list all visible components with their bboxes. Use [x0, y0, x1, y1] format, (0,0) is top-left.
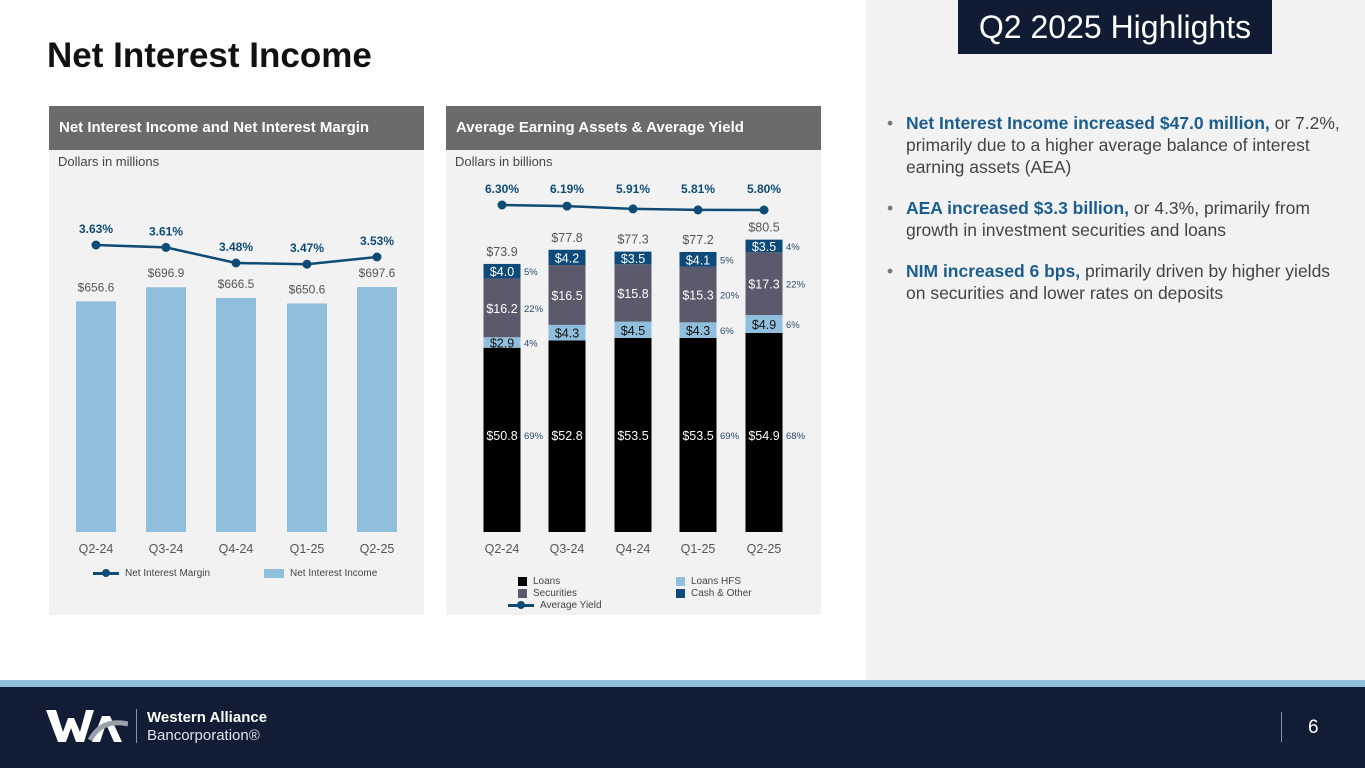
highlight-text: or 7.2%, primarily due to a higher avera… [906, 113, 1340, 177]
logo-divider [136, 709, 137, 743]
highlight-item: AEA increased $3.3 billion, or 4.3%, pri… [887, 197, 1348, 241]
legend-cash: Cash & Other [676, 588, 752, 599]
legend-securities: Securities [518, 588, 577, 599]
footer-stripe [0, 680, 1365, 687]
highlight-item: NIM increased 6 bps, primarily driven by… [887, 260, 1348, 304]
highlights-badge: Q2 2025 Highlights [958, 0, 1272, 54]
nii-panel: Net Interest Income and Net Interest Mar… [49, 106, 424, 615]
page-divider [1281, 712, 1282, 742]
nii-units: Dollars in millions [58, 154, 160, 169]
aea-units: Dollars in billions [455, 154, 553, 169]
swatch-icon [518, 577, 527, 586]
legend-label: Net Interest Margin [125, 568, 211, 579]
aea-panel-header: Average Earning Assets & Average Yield [446, 106, 821, 150]
legend-label: Average Yield [540, 600, 602, 611]
page-title: Net Interest Income [47, 36, 372, 75]
swatch-icon [676, 577, 685, 586]
page-number: 6 [1308, 717, 1319, 738]
highlights-background [866, 0, 1365, 686]
swatch-icon [676, 589, 685, 598]
legend-nii: Net Interest Income [264, 568, 377, 579]
highlight-bold: Net Interest Income increased $47.0 mill… [906, 113, 1270, 133]
brand-suffix: Bancorporation® [147, 727, 260, 744]
legend-label: Cash & Other [691, 588, 752, 599]
line-marker-icon [508, 601, 534, 609]
brand-name: Western Alliance [147, 709, 268, 726]
highlight-text: or 4.3%, primarily from growth in invest… [906, 198, 1310, 240]
highlights-list: Net Interest Income increased $47.0 mill… [887, 112, 1348, 323]
legend-loans-hfs: Loans HFS [676, 576, 741, 587]
legend-label: Loans HFS [691, 576, 742, 587]
legend-label: Securities [533, 588, 577, 599]
highlight-text: primarily driven by higher yields on sec… [906, 261, 1331, 303]
legend-label: Net Interest Income [290, 568, 378, 579]
footer [0, 687, 1365, 768]
swatch-icon [264, 569, 284, 578]
aea-panel: Average Earning Assets & Average Yield D… [446, 106, 821, 615]
company-logo-icon [46, 710, 128, 742]
legend-nim: Net Interest Margin [93, 568, 210, 579]
highlight-bold: AEA increased $3.3 billion, [906, 198, 1130, 218]
highlight-item: Net Interest Income increased $47.0 mill… [887, 112, 1348, 178]
legend-label: Loans [533, 576, 561, 587]
swatch-icon [518, 589, 527, 598]
highlight-bold: NIM increased 6 bps, [906, 261, 1081, 281]
legend-loans: Loans [518, 576, 560, 587]
legend-yield: Average Yield [508, 600, 602, 611]
line-marker-icon [93, 569, 119, 577]
nii-panel-header: Net Interest Income and Net Interest Mar… [49, 106, 424, 150]
